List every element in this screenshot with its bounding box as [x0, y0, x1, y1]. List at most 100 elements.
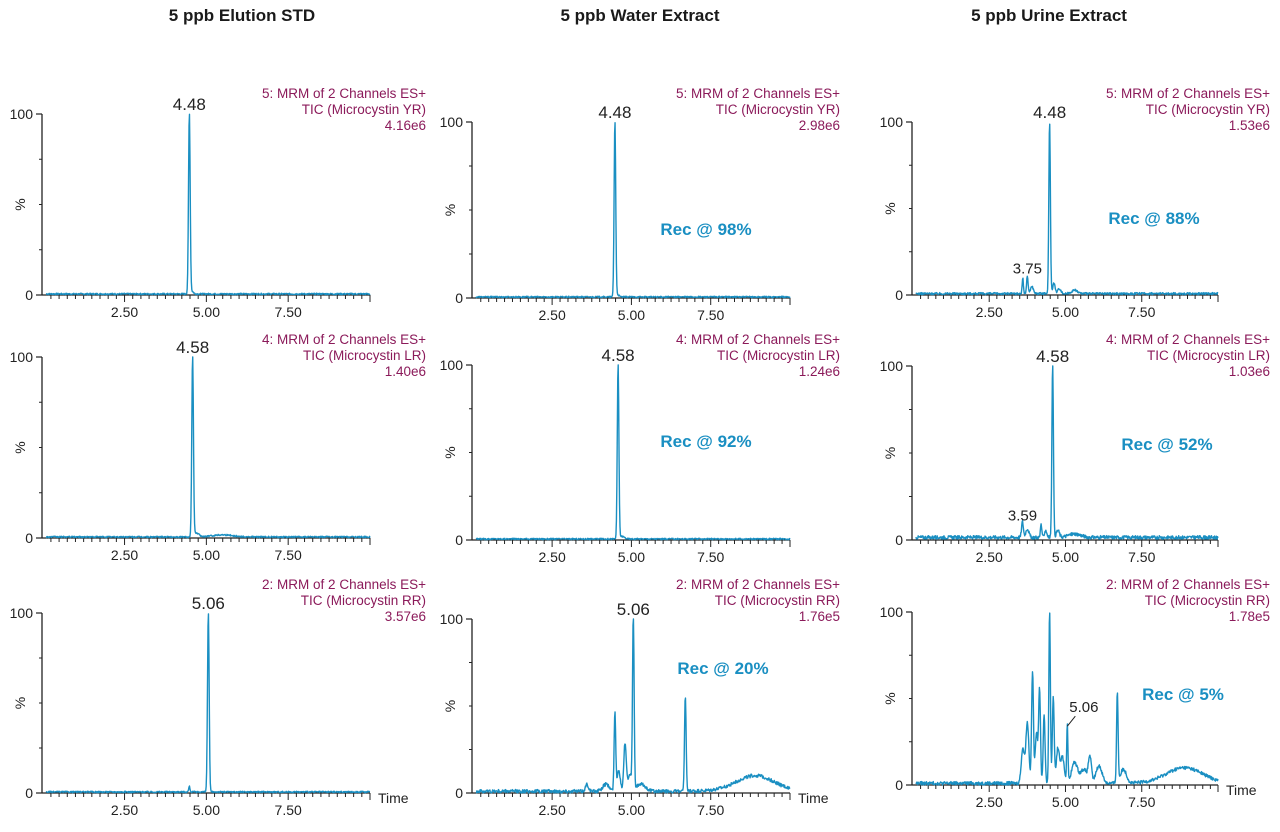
recovery-label: Rec @ 92%	[660, 432, 751, 451]
x-tick-label: 5.00	[618, 307, 645, 323]
recovery-label: Rec @ 52%	[1121, 435, 1212, 454]
x-tick-label: 5.00	[1052, 794, 1079, 810]
y-tick-label: 100	[10, 106, 34, 122]
chromatogram-panel-3: 0 100% 2.50 5.00 7.50 4.48 3.75 5: MRM of 2 Cha…	[880, 86, 1270, 320]
y-axis-label: %	[12, 198, 28, 210]
channel-header-line: TIC (Microcystin RR)	[1145, 593, 1270, 608]
channel-header-line: TIC (Microcystin YR)	[302, 102, 426, 117]
channel-header-line: 1.24e6	[799, 364, 840, 379]
chromatogram-trace	[915, 365, 1219, 540]
x-axis-label: Time	[378, 790, 409, 806]
channel-header-line: 2: MRM of 2 Channels ES+	[676, 577, 840, 592]
y-tick-label: 0	[25, 785, 33, 801]
channel-header-line: 3.57e6	[385, 609, 426, 624]
x-tick-label: 7.50	[1128, 549, 1155, 565]
peak-annotation: 5.06	[1069, 699, 1098, 716]
x-tick-label: 5.00	[193, 304, 220, 320]
x-tick-label: 5.00	[193, 547, 220, 563]
chromatogram-panel-6: 0 100% 2.50 5.00 7.50 4.58 3.59 4: MRM of 2 Cha…	[880, 332, 1270, 565]
annotation-leader	[1066, 715, 1076, 727]
chromatogram-panel-9: 0 100% 2.50 5.00 7.50 Time 5.06 2: MRM of 2 Cha…	[880, 577, 1270, 810]
channel-header-line: 4: MRM of 2 Channels ES+	[1106, 332, 1270, 347]
x-tick-label: 2.50	[976, 794, 1003, 810]
y-tick-label: 0	[895, 532, 903, 548]
channel-header-line: TIC (Microcystin LR)	[717, 348, 840, 363]
channel-header-line: 1.78e5	[1229, 609, 1270, 624]
y-tick-label: 100	[440, 114, 464, 130]
peak-label: 4.58	[602, 346, 635, 365]
y-tick-label: 0	[455, 785, 463, 801]
chromatogram-panel-5: 0 100% 2.50 5.00 7.50 4.58 4: MRM of 2 Channel…	[440, 332, 840, 565]
recovery-label: Rec @ 20%	[677, 659, 768, 678]
chromatogram-trace	[915, 612, 1219, 786]
channel-header-line: 1.40e6	[385, 364, 426, 379]
channel-header-line: 5: MRM of 2 Channels ES+	[262, 86, 426, 101]
chromatogram-trace	[45, 613, 371, 794]
chromatogram-panel-4: 0 100% 2.50 5.00 7.50 4.58 4: MRM of 2 Channel…	[10, 332, 426, 563]
x-axis-label: Time	[798, 790, 829, 806]
y-axis-label: %	[882, 692, 898, 704]
x-tick-label: 7.50	[275, 304, 302, 320]
y-tick-label: 0	[455, 532, 463, 548]
y-tick-label: 0	[895, 287, 903, 303]
y-tick-label: 0	[895, 777, 903, 793]
y-tick-label: 100	[880, 114, 904, 130]
x-tick-label: 2.50	[538, 802, 565, 818]
peak-label: 5.06	[617, 600, 650, 619]
y-axis-label: %	[12, 697, 28, 709]
y-axis-label: %	[12, 441, 28, 453]
y-axis-label: %	[442, 700, 458, 712]
chromatogram-trace	[915, 123, 1219, 296]
y-tick-label: 100	[880, 604, 904, 620]
channel-header-line: 2: MRM of 2 Channels ES+	[1106, 577, 1270, 592]
peak-annotation: 3.75	[1013, 261, 1042, 278]
x-tick-label: 7.50	[697, 307, 724, 323]
x-tick-label: 7.50	[275, 802, 302, 818]
y-tick-label: 100	[10, 605, 34, 621]
y-tick-label: 0	[25, 530, 33, 546]
peak-label: 4.48	[598, 103, 631, 122]
channel-header-line: 5: MRM of 2 Channels ES+	[1106, 86, 1270, 101]
channel-header-line: TIC (Microcystin LR)	[1147, 348, 1270, 363]
x-tick-label: 2.50	[976, 549, 1003, 565]
channel-header-line: 1.03e6	[1229, 364, 1270, 379]
column-title-1: 5 ppb Elution STD	[168, 6, 316, 25]
y-tick-label: 100	[440, 357, 464, 373]
channel-header-line: 4: MRM of 2 Channels ES+	[676, 332, 840, 347]
chromatogram-trace	[45, 113, 371, 296]
x-tick-label: 7.50	[697, 802, 724, 818]
x-tick-label: 5.00	[618, 549, 645, 565]
x-tick-label: 5.00	[193, 802, 220, 818]
x-tick-label: 7.50	[697, 549, 724, 565]
channel-header-line: 5: MRM of 2 Channels ES+	[676, 86, 840, 101]
column-title-2: 5 ppb Water Extract	[560, 6, 720, 25]
y-tick-label: 100	[880, 358, 904, 374]
channel-header-line: 1.53e6	[1229, 118, 1270, 133]
channel-header-line: TIC (Microcystin RR)	[301, 593, 426, 608]
recovery-label: Rec @ 88%	[1108, 209, 1199, 228]
peak-label: 4.48	[173, 95, 206, 114]
chromatogram-trace	[45, 356, 371, 539]
x-tick-label: 2.50	[538, 549, 565, 565]
x-tick-label: 2.50	[976, 304, 1003, 320]
chromatogram-panel-2: 0 100% 2.50 5.00 7.50 4.48 5: MRM of 2 Channel…	[440, 86, 840, 323]
chromatogram-panel-8: 0 100% 2.50 5.00 7.50 Time 5.06 2: MRM of 2 Cha…	[440, 577, 840, 818]
x-tick-label: 7.50	[1128, 304, 1155, 320]
peak-label: 4.58	[1036, 347, 1069, 366]
y-axis-label: %	[442, 446, 458, 458]
chromatogram-panel-1: 0 100% 2.50 5.00 7.50 4.48 5: MRM of 2 Channel…	[10, 86, 426, 320]
x-tick-label: 2.50	[538, 307, 565, 323]
y-axis-label: %	[882, 447, 898, 459]
channel-header-line: 4: MRM of 2 Channels ES+	[262, 332, 426, 347]
y-tick-label: 100	[440, 611, 464, 627]
y-axis-label: %	[882, 202, 898, 214]
y-tick-label: 0	[455, 290, 463, 306]
x-tick-label: 5.00	[1052, 549, 1079, 565]
x-tick-label: 7.50	[1128, 794, 1155, 810]
peak-label: 5.06	[192, 594, 225, 613]
channel-header-line: TIC (Microcystin RR)	[715, 593, 840, 608]
x-tick-label: 5.00	[1052, 304, 1079, 320]
peak-label: 4.58	[176, 338, 209, 357]
x-tick-label: 2.50	[111, 547, 138, 563]
